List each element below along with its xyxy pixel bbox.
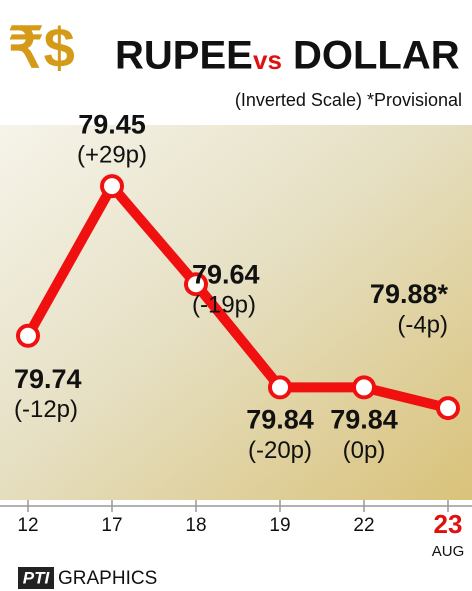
x-tick-label: 12 <box>17 515 38 536</box>
value-label: 79.45 <box>78 109 146 139</box>
change-label: (0p) <box>343 437 386 464</box>
x-tick-label: 17 <box>101 515 122 536</box>
change-label: (-20p) <box>248 437 312 464</box>
logo: ₹$ <box>8 16 75 79</box>
value-label: 79.88* <box>370 279 449 309</box>
value-label: 79.74 <box>14 364 82 394</box>
point <box>352 375 376 400</box>
point <box>16 323 40 348</box>
credit: GRAPHICS <box>58 568 157 589</box>
banknote-backdrop <box>0 125 472 500</box>
point <box>436 396 460 421</box>
change-label: (-19p) <box>192 292 256 319</box>
change-label: (+29p) <box>77 141 147 168</box>
subtitle: (Inverted Scale) *Provisional <box>235 90 462 110</box>
point <box>184 272 208 297</box>
value-label: 79.84 <box>246 405 314 435</box>
x-tick-label: 18 <box>185 515 206 536</box>
value-label: 79.64 <box>192 259 260 289</box>
credit-box <box>18 567 54 589</box>
x-tick-label: 19 <box>269 515 290 536</box>
change-label: (-4p) <box>397 311 448 338</box>
title-part: RUPEE <box>115 34 253 78</box>
line <box>23 181 450 413</box>
credit-logo: PTI <box>23 568 51 587</box>
value-label: 79.84 <box>330 405 398 435</box>
title-part: vs <box>253 45 282 75</box>
change-label: (-12p) <box>14 396 78 423</box>
x-tick-label: 22 <box>353 515 374 536</box>
x-tick-label: 23 <box>434 509 463 539</box>
month-label: AUG <box>432 543 465 560</box>
point <box>100 174 124 199</box>
title-part: DOLLAR <box>293 34 460 78</box>
point <box>268 375 292 400</box>
